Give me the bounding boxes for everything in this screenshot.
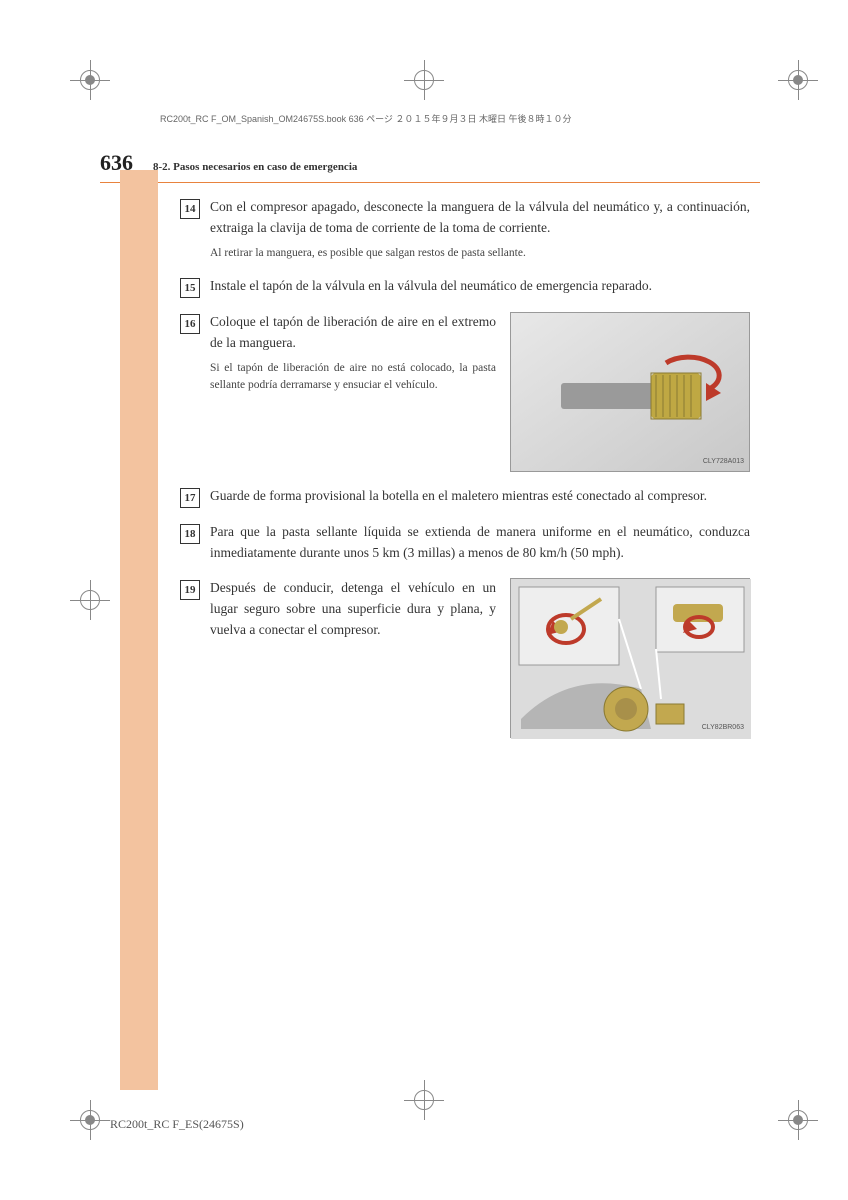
step-text: Coloque el tapón de liberación de aire e… — [210, 314, 496, 350]
step-text: Guarde de forma provisional la botella e… — [210, 486, 750, 508]
step-15: 15 Instale el tapón de la válvula en la … — [180, 276, 750, 298]
image-caption: CLY728A013 — [703, 457, 744, 468]
steps-list: 14 Con el compresor apagado, desconecte … — [180, 197, 750, 738]
hose-cap-drawing-icon — [511, 313, 751, 473]
step-number: 17 — [180, 488, 200, 508]
page-content: 636 8-2. Pasos necesarios en caso de eme… — [100, 140, 760, 1080]
page-number: 636 — [100, 150, 133, 176]
step-text: Con el compresor apagado, desconecte la … — [210, 199, 750, 235]
step-text: Después de conducir, detenga el vehículo… — [210, 580, 496, 637]
illustration-hose-cap: CLY728A013 — [510, 312, 750, 472]
illustration-reconnect-compressor: CLY82BR063 — [510, 578, 750, 738]
image-caption: CLY82BR063 — [702, 723, 744, 734]
print-header: RC200t_RC F_OM_Spanish_OM24675S.book 636… — [160, 112, 571, 125]
step-text: Para que la pasta sellante líquida se ex… — [210, 522, 750, 564]
step-number: 15 — [180, 278, 200, 298]
step-19: 19 Después de conducir, detenga el vehíc… — [180, 578, 750, 738]
header-rule — [100, 182, 760, 183]
step-number: 19 — [180, 580, 200, 600]
section-tab — [120, 170, 158, 1090]
step-16: 16 Coloque el tapón de liberación de air… — [180, 312, 750, 472]
step-number: 18 — [180, 524, 200, 544]
step-body: Con el compresor apagado, desconecte la … — [210, 197, 750, 262]
step-note: Al retirar la manguera, es posible que s… — [210, 245, 750, 262]
step-text: Instale el tapón de la válvula en la vál… — [210, 276, 750, 298]
section-title: 8-2. Pasos necesarios en caso de emergen… — [153, 161, 357, 173]
step-number: 14 — [180, 199, 200, 219]
page-header: 636 8-2. Pasos necesarios en caso de eme… — [100, 140, 760, 176]
step-14: 14 Con el compresor apagado, desconecte … — [180, 197, 750, 262]
step-18: 18 Para que la pasta sellante líquida se… — [180, 522, 750, 564]
step-body: Coloque el tapón de liberación de aire e… — [210, 312, 750, 472]
step-note: Si el tapón de liberación de aire no est… — [210, 360, 496, 395]
reconnect-drawing-icon — [511, 579, 751, 739]
step-body: Después de conducir, detenga el vehículo… — [210, 578, 750, 738]
footer-code: RC200t_RC F_ES(24675S) — [110, 1117, 244, 1132]
step-17: 17 Guarde de forma provisional la botell… — [180, 486, 750, 508]
step-number: 16 — [180, 314, 200, 334]
